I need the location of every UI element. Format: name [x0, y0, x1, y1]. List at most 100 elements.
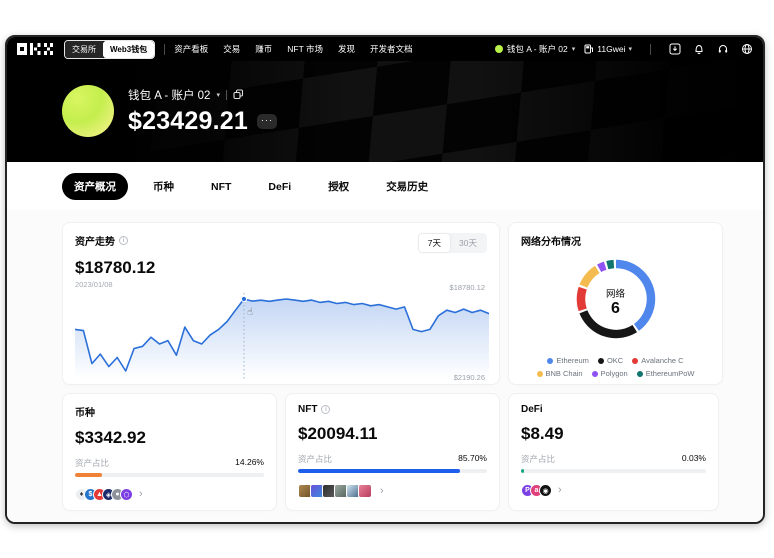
summary-card-NFT: NFT i $20094.11 资产占比 85.70% ›: [285, 393, 500, 511]
donut-segment-BNB Chain: [576, 259, 655, 339]
legend-item-Ethereum: Ethereum: [547, 356, 589, 365]
nav-menu-item[interactable]: NFT 市场: [287, 44, 323, 54]
top-nav: 交易所 Web3钱包 资产看板 交易 赚币 NFT 市场 发现 开发者文档 钱包 A - 账…: [7, 37, 763, 61]
ratio-value: 0.03%: [681, 453, 706, 463]
nav-menu-item[interactable]: 交易: [223, 44, 241, 54]
ratio-label: 资产占比: [521, 454, 556, 464]
y-min-label: $2190.26: [453, 373, 485, 382]
range-button-7天[interactable]: 7天: [418, 234, 451, 252]
legend-item-Polygon: Polygon: [591, 369, 628, 378]
info-icon[interactable]: i: [321, 405, 331, 414]
nav-menu: 资产看板 交易 赚币 NFT 市场 发现 开发者文档: [174, 43, 412, 55]
donut-segment-Ethereum: [576, 259, 655, 339]
copy-icon[interactable]: [233, 89, 244, 100]
gas-pump-icon: [584, 44, 594, 54]
wallet-account-dropdown[interactable]: 钱包 A - 账户 02 ▾: [494, 43, 576, 55]
legend-dot-icon: [632, 357, 639, 364]
download-app-icon[interactable]: [669, 43, 681, 55]
legend-item-EthereumPoW: EthereumPoW: [636, 369, 695, 378]
wallet-avatar: [62, 85, 114, 137]
legend-dot-icon: [547, 357, 554, 364]
tab-授权[interactable]: 授权: [328, 181, 350, 193]
main-content: 资产走势 i 7天 30天 $18780.12 2023/01/08 $18780…: [7, 210, 763, 522]
chevron-down-icon: ▾: [628, 46, 632, 53]
range-button-30天[interactable]: 30天: [459, 238, 477, 248]
ratio-progressbar: [75, 473, 264, 477]
summary-amount: $20094.11: [298, 424, 378, 443]
summary-amount: $3342.92: [75, 428, 146, 447]
ratio-value: 85.70%: [458, 453, 487, 463]
legend-name: EthereumPoW: [645, 369, 695, 378]
chevron-right-icon[interactable]: ›: [380, 484, 384, 497]
network-distribution-card: 网络分布情况 网络 6 Ethereum OKC Avalanche C BNB Ch…: [508, 222, 723, 385]
nav-menu-item[interactable]: 发现: [337, 44, 355, 54]
chevron-right-icon[interactable]: ›: [139, 488, 143, 500]
ratio-progressbar-fill: [298, 469, 460, 473]
legend-item-BNB Chain: BNB Chain: [536, 369, 583, 378]
legend-name: Ethereum: [556, 356, 589, 365]
headset-icon[interactable]: [717, 43, 729, 55]
legend-name: BNB Chain: [545, 369, 583, 378]
chevron-down-icon: ▾: [571, 46, 576, 53]
polygon-token-icon: ⬡: [120, 488, 133, 501]
line-chart[interactable]: $18780.12 $2190.26 ☝: [74, 283, 490, 384]
ratio-label: 资产占比: [75, 458, 110, 468]
product-tab-web3[interactable]: Web3钱包: [103, 40, 155, 58]
nav-menu-item[interactable]: 赚币: [255, 44, 273, 54]
tab-DeFi[interactable]: DeFi: [268, 180, 292, 193]
tab-NFT[interactable]: NFT: [211, 180, 232, 193]
legend-dot-icon: [636, 370, 643, 377]
product-switcher: 交易所 Web3钱包: [64, 39, 156, 59]
summary-amount: $8.49: [521, 424, 564, 443]
nav-divider: [164, 43, 166, 55]
gas-price-dropdown[interactable]: 11Gwei ▾: [584, 44, 632, 54]
trend-title: 资产走势: [75, 237, 115, 248]
wallet-avatar-dot: [494, 45, 503, 53]
network-legend: Ethereum OKC Avalanche C BNB Chain Polygon Et…: [521, 356, 710, 378]
legend-dot-icon: [536, 370, 543, 377]
globe-icon[interactable]: [741, 43, 753, 55]
legend-name: Polygon: [600, 369, 628, 378]
nav-menu-item[interactable]: 开发者文档: [370, 44, 413, 54]
wallet-name: 钱包 A - 账户 02: [128, 89, 211, 102]
legend-dot-icon: [591, 370, 598, 377]
summary-card-币种: 币种 $3342.92 资产占比 14.26% ♦ $ ▲ ◈ ● ⬡ ›: [62, 393, 277, 511]
ratio-progressbar: [298, 469, 487, 473]
legend-item-OKC: OKC: [597, 356, 624, 365]
hover-dot: [240, 295, 248, 303]
donut-segment-Polygon: [576, 259, 655, 339]
bell-icon[interactable]: [693, 43, 705, 55]
section-tabbar: 资产概况 币种 NFT DeFi 授权 交易历史: [7, 162, 763, 210]
ratio-progressbar: [521, 469, 706, 473]
nav-divider: [650, 43, 651, 55]
legend-item-Avalanche C: Avalanche C: [632, 356, 684, 365]
total-balance: $23429.21: [128, 106, 248, 135]
okx-logo[interactable]: [17, 43, 54, 55]
summary-card-title: NFT i: [298, 404, 487, 415]
legend-dot-icon: [597, 357, 604, 364]
range-toggle: 7天 30天: [417, 233, 487, 253]
trend-amount: $18780.12: [75, 258, 156, 277]
ratio-value: 14.26%: [235, 457, 264, 467]
chevron-right-icon[interactable]: ›: [558, 484, 562, 496]
legend-name: OKC: [606, 356, 624, 365]
more-actions-button[interactable]: ···: [256, 113, 277, 129]
tab-币种[interactable]: 币种: [153, 181, 174, 193]
summary-title-text: DeFi: [521, 404, 543, 415]
product-tab-exchange[interactable]: 交易所: [65, 40, 103, 58]
asset-trend-card: 资产走势 i 7天 30天 $18780.12 2023/01/08 $18780…: [62, 222, 500, 385]
tab-资产概况[interactable]: 资产概况: [62, 173, 128, 200]
info-icon[interactable]: i: [119, 236, 128, 245]
ratio-label: 资产占比: [298, 454, 333, 464]
defi-protocol-icon: ◉: [539, 484, 552, 497]
legend-name: Avalanche C: [641, 356, 684, 365]
nav-menu-item[interactable]: 资产看板: [174, 44, 209, 54]
donut-center-value: 6: [611, 299, 620, 317]
chevron-down-icon[interactable]: ▾: [216, 91, 220, 99]
tab-交易历史[interactable]: 交易历史: [386, 181, 429, 193]
y-max-label: $18780.12: [449, 283, 485, 292]
donut-chart[interactable]: 网络 6: [573, 256, 659, 347]
wallet-banner: 钱包 A - 账户 02 ▾ $23429.21 ···: [7, 61, 763, 162]
hand-cursor-icon: ☝: [246, 307, 254, 318]
